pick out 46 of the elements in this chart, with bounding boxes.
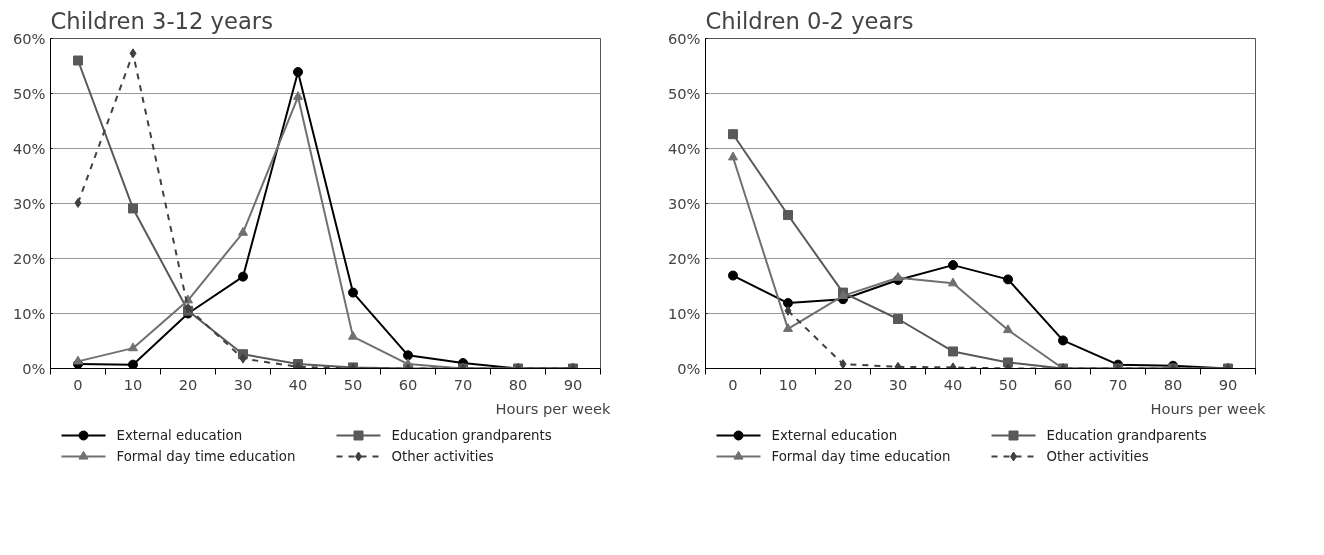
- chart-title: Children 3-12 years: [50, 7, 273, 34]
- x-tick-label: 70: [1108, 375, 1128, 393]
- x-tick-label: 20: [833, 375, 853, 393]
- x-tick-label: 50: [998, 375, 1018, 393]
- legend-label: Other activities: [1046, 449, 1149, 464]
- x-tick-label: 10: [123, 375, 143, 393]
- y-tick-label: 0%: [22, 360, 46, 377]
- y-tick-label: 20%: [667, 250, 701, 267]
- y-tick-label: 60%: [12, 30, 46, 47]
- x-tick-label: 70: [453, 375, 473, 393]
- x-tick-label: 30: [888, 375, 908, 393]
- x-axis-title: Hours per week: [1150, 399, 1267, 417]
- legend-label: Formal day time education: [116, 449, 296, 464]
- x-tick-label: 60: [398, 375, 418, 393]
- legend-label: Formal day time education: [771, 449, 951, 464]
- legend-label: Education grandparents: [1046, 428, 1207, 443]
- legend-label: External education: [771, 428, 898, 443]
- x-tick-label: 90: [1218, 375, 1238, 393]
- x-tick-label: 40: [288, 375, 308, 393]
- legend-label: External education: [116, 428, 243, 443]
- y-tick-label: 10%: [12, 305, 46, 322]
- y-tick-label: 30%: [667, 195, 701, 212]
- y-tick-label: 0%: [677, 360, 701, 377]
- x-tick-label: 90: [563, 375, 583, 393]
- x-tick-label: 20: [178, 375, 198, 393]
- legend-label: Other activities: [391, 449, 494, 464]
- x-tick-label: 80: [508, 375, 528, 393]
- legend-label: Education grandparents: [391, 428, 552, 443]
- x-tick-label: 80: [1163, 375, 1183, 393]
- y-tick-label: 10%: [667, 305, 701, 322]
- x-tick-label: 60: [1053, 375, 1073, 393]
- x-tick-label: 40: [943, 375, 963, 393]
- x-axis-title: Hours per week: [495, 399, 612, 417]
- y-tick-label: 40%: [12, 140, 46, 157]
- x-tick-label: 50: [343, 375, 363, 393]
- y-tick-label: 30%: [12, 195, 46, 212]
- x-tick-label: 10: [778, 375, 798, 393]
- y-tick-label: 40%: [667, 140, 701, 157]
- chart-title: Children 0-2 years: [705, 7, 914, 34]
- x-tick-label: 0: [728, 375, 738, 393]
- y-tick-label: 50%: [667, 85, 701, 102]
- y-tick-label: 50%: [12, 85, 46, 102]
- y-tick-label: 60%: [667, 30, 701, 47]
- x-tick-label: 0: [73, 375, 83, 393]
- x-tick-label: 30: [233, 375, 253, 393]
- y-tick-label: 20%: [12, 250, 46, 267]
